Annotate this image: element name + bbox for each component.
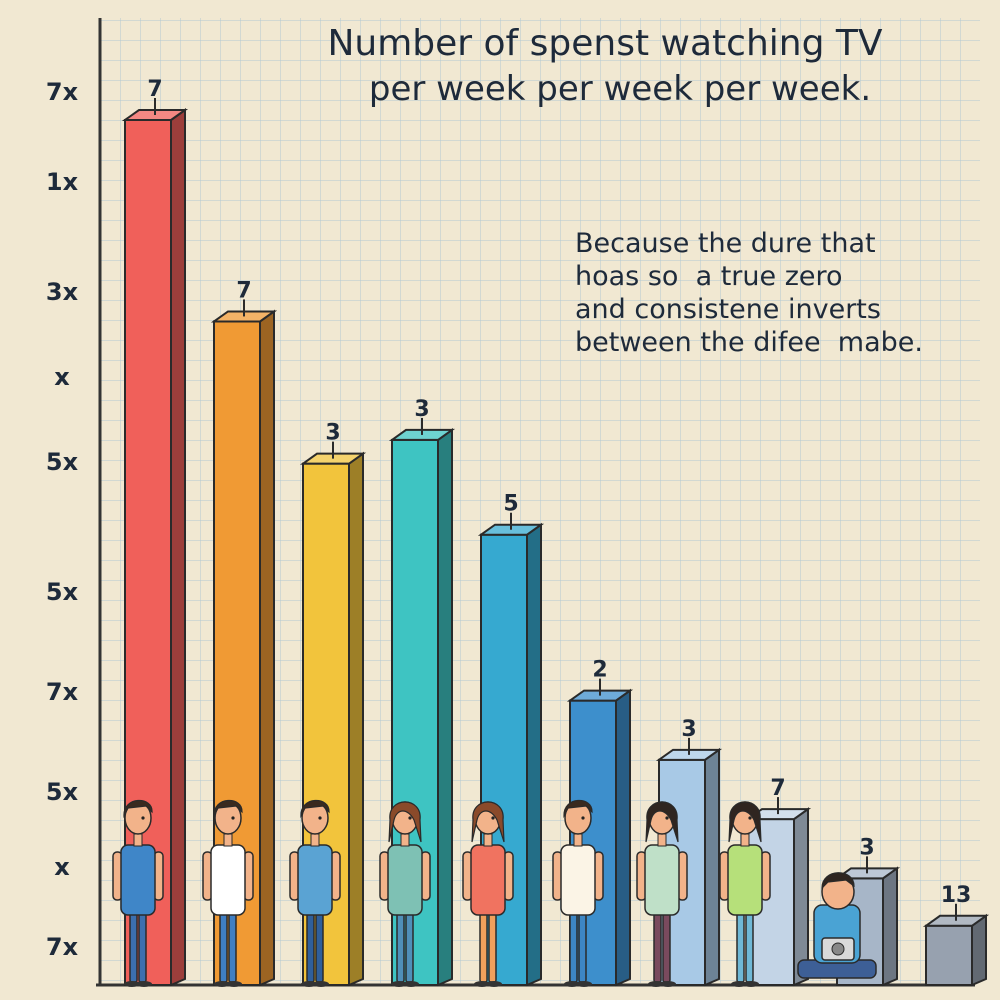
bar	[925, 924, 973, 986]
people	[112, 799, 771, 987]
y-tick-labels: 7х 1х 3х х 5х 5х 7х 5х х 7х	[46, 78, 79, 961]
person-figure	[636, 801, 688, 987]
data-label: 2	[592, 658, 607, 683]
bar-group: 13	[922, 883, 990, 987]
bar-side	[882, 866, 898, 987]
person-figure	[719, 801, 771, 987]
data-label: 13	[941, 883, 972, 908]
bar-side	[259, 309, 275, 987]
seated-person	[797, 872, 877, 979]
y-tick-label: 7х	[46, 678, 79, 706]
data-label: 7	[770, 776, 785, 801]
person-figure	[379, 801, 431, 987]
y-tick-label: 1х	[46, 168, 79, 196]
y-tick-label: 3х	[46, 278, 79, 306]
y-tick-label: 5х	[46, 778, 79, 806]
y-tick-label: х	[54, 853, 70, 881]
annotation-line-1: Because the dure that	[575, 228, 876, 259]
bar-side	[437, 427, 453, 987]
bar-side	[348, 451, 364, 987]
data-label: 7	[147, 77, 162, 102]
bar-side	[971, 913, 987, 987]
chart-subtitle: per week per week per week.	[369, 69, 871, 109]
y-tick-label: 7х	[46, 78, 79, 106]
data-label: 5	[503, 492, 518, 517]
bar	[480, 533, 528, 986]
annotation-line-2: hoas so a true zero	[575, 261, 843, 292]
person-figure	[289, 799, 341, 987]
y-tick-label: 5х	[46, 578, 79, 606]
person-figure	[462, 801, 514, 987]
y-tick-label: 7х	[46, 933, 79, 961]
bar	[124, 119, 172, 986]
data-label: 3	[681, 717, 696, 742]
person-figure	[552, 799, 604, 987]
chart-title: Number of spenst watching TV	[327, 23, 882, 64]
bar-side	[615, 688, 631, 987]
bar-side	[526, 522, 542, 987]
bar-side	[704, 747, 720, 987]
bar-group: 7	[744, 776, 812, 987]
annotation-block: Because the dure that hoas so a true zer…	[575, 228, 923, 358]
bar-side	[793, 807, 809, 987]
data-label: 3	[325, 421, 340, 446]
y-tick-label: 5х	[46, 448, 79, 476]
annotation-line-4: between the difee mabe.	[575, 327, 923, 358]
data-label: 7	[236, 278, 251, 303]
annotation-line-3: and consistene inverts	[575, 294, 881, 325]
data-label: 3	[414, 397, 429, 422]
y-tick-label: х	[54, 363, 70, 391]
person-figure	[112, 799, 164, 987]
person-figure	[202, 799, 254, 987]
bar-group: 7	[121, 77, 189, 987]
bar-side	[170, 108, 186, 987]
data-label: 3	[859, 835, 874, 860]
